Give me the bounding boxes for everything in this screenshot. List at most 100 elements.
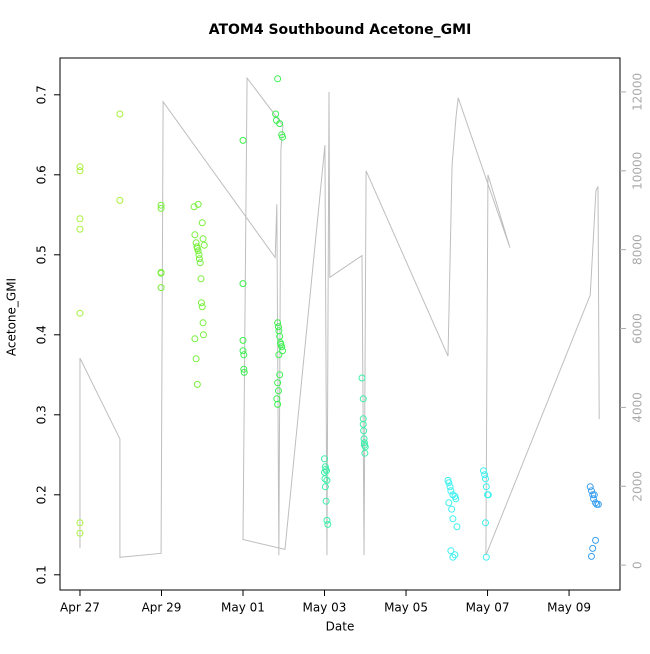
point bbox=[274, 319, 282, 327]
point bbox=[157, 284, 165, 292]
point bbox=[482, 553, 490, 561]
point bbox=[592, 536, 600, 544]
point bbox=[274, 387, 282, 395]
point bbox=[482, 483, 490, 491]
point bbox=[239, 336, 247, 344]
point bbox=[276, 371, 284, 379]
point bbox=[449, 515, 457, 523]
point bbox=[198, 303, 206, 311]
y-tick-label: 0.5 bbox=[35, 245, 49, 264]
point bbox=[274, 75, 282, 83]
point bbox=[445, 479, 453, 487]
point bbox=[157, 269, 165, 277]
point bbox=[76, 167, 84, 175]
point bbox=[199, 319, 207, 327]
point bbox=[323, 516, 331, 524]
point bbox=[191, 335, 199, 343]
y-tick-label: 0.2 bbox=[35, 485, 49, 504]
point bbox=[194, 200, 202, 208]
point bbox=[587, 552, 595, 560]
x-tick-label: Apr 27 bbox=[60, 601, 100, 615]
point bbox=[324, 520, 332, 528]
point bbox=[274, 323, 282, 331]
point bbox=[195, 251, 203, 259]
point bbox=[446, 483, 454, 491]
point bbox=[449, 553, 457, 561]
point bbox=[594, 500, 602, 508]
point bbox=[361, 449, 369, 457]
point bbox=[76, 225, 84, 233]
x-tick-label: May 09 bbox=[547, 601, 591, 615]
point bbox=[157, 201, 165, 209]
y-tick-label: 0.6 bbox=[35, 165, 49, 184]
point bbox=[275, 351, 283, 359]
point bbox=[76, 529, 84, 537]
point bbox=[76, 215, 84, 223]
point bbox=[448, 505, 456, 513]
y-tick-label: 0.7 bbox=[35, 85, 49, 104]
y2-tick-label: 8000 bbox=[631, 234, 645, 265]
point bbox=[321, 475, 329, 483]
point bbox=[191, 231, 199, 239]
x-tick-label: May 05 bbox=[384, 601, 428, 615]
point bbox=[276, 120, 284, 128]
point bbox=[445, 499, 453, 507]
point bbox=[199, 235, 207, 243]
y2-tick-label: 2000 bbox=[631, 471, 645, 502]
point bbox=[586, 483, 594, 491]
y2-tick-label: 4000 bbox=[631, 392, 645, 423]
point bbox=[452, 495, 460, 503]
point bbox=[76, 519, 84, 527]
point bbox=[197, 299, 205, 307]
point bbox=[447, 547, 455, 555]
y-tick-label: 0.1 bbox=[35, 565, 49, 584]
point bbox=[479, 467, 487, 475]
point bbox=[240, 368, 248, 376]
chart-title: ATOM4 Southbound Acetone_GMI bbox=[209, 22, 472, 38]
point bbox=[194, 247, 202, 255]
point bbox=[193, 380, 201, 388]
point bbox=[240, 351, 248, 359]
point bbox=[321, 455, 329, 463]
point bbox=[274, 379, 282, 387]
y2-tick-label: 6000 bbox=[631, 313, 645, 344]
x-tick-label: May 07 bbox=[466, 601, 510, 615]
point bbox=[323, 467, 331, 475]
point bbox=[484, 491, 492, 499]
point bbox=[482, 475, 490, 483]
y-tick-label: 0.3 bbox=[35, 405, 49, 424]
point bbox=[482, 519, 490, 527]
point bbox=[590, 495, 598, 503]
point bbox=[321, 483, 329, 491]
point bbox=[323, 476, 331, 484]
plot-frame bbox=[59, 57, 621, 591]
y2-tick-label: 0 bbox=[631, 561, 645, 569]
point bbox=[278, 343, 286, 351]
point bbox=[239, 347, 247, 355]
point bbox=[590, 491, 598, 499]
point bbox=[279, 347, 287, 355]
point bbox=[240, 365, 248, 373]
point bbox=[360, 427, 368, 435]
point bbox=[157, 204, 165, 212]
point bbox=[447, 487, 455, 495]
y-axis-label: Acetone_GMI bbox=[5, 278, 19, 356]
point bbox=[192, 355, 200, 363]
x-tick-label: May 03 bbox=[303, 601, 347, 615]
point bbox=[589, 544, 597, 552]
point bbox=[239, 280, 247, 288]
point bbox=[200, 241, 208, 249]
x-tick-label: Apr 29 bbox=[142, 601, 182, 615]
point bbox=[322, 497, 330, 505]
point bbox=[76, 309, 84, 317]
x-tick-label: May 01 bbox=[221, 601, 265, 615]
y2-tick-label: 12000 bbox=[631, 73, 645, 111]
point bbox=[358, 374, 366, 382]
point bbox=[116, 196, 124, 204]
point bbox=[197, 275, 205, 283]
point bbox=[198, 219, 206, 227]
point bbox=[359, 395, 367, 403]
point bbox=[196, 259, 204, 267]
point bbox=[453, 523, 461, 531]
